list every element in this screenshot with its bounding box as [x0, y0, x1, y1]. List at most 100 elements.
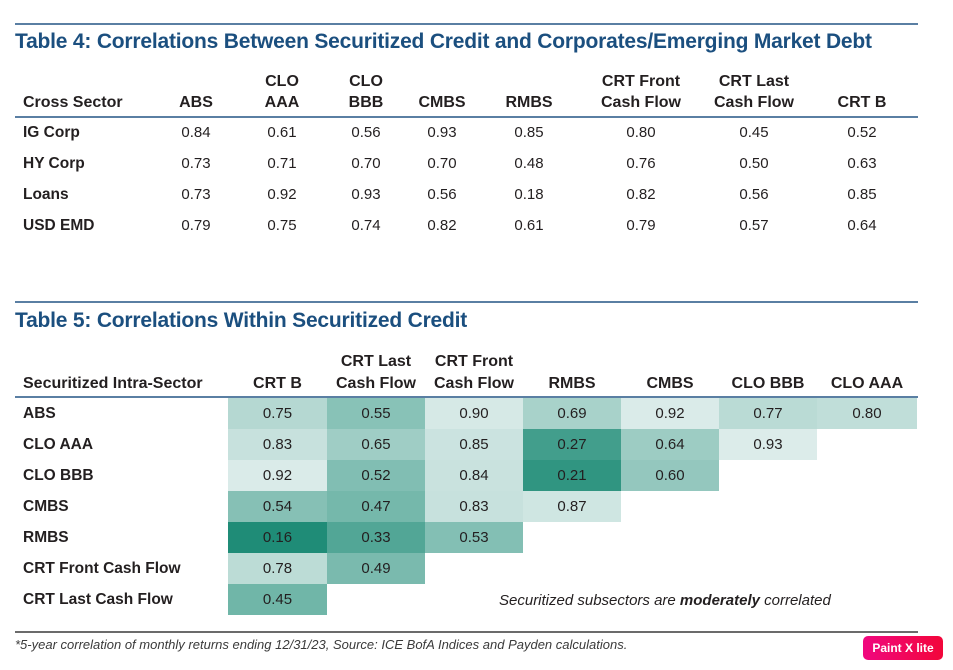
table4-cell: 0.48 [514, 155, 544, 172]
table4-header-rule [15, 116, 918, 118]
table4-title: Table 4: Correlations Between Securitize… [15, 30, 872, 53]
table4-cell: 0.70 [427, 155, 457, 172]
heatmap-cell: 0.78 [228, 553, 327, 584]
heatmap-cell: 0.21 [523, 460, 621, 491]
table5-header-rule [15, 396, 918, 398]
table4-col-header-line1: CRT Last [718, 73, 790, 90]
table5-row-label: RMBS [23, 529, 69, 546]
table4-cell: 0.92 [267, 186, 297, 203]
table5-row-label: CRT Last Cash Flow [23, 591, 173, 608]
table4-col-header: RMBS [505, 94, 553, 111]
table4-cell: 0.76 [626, 155, 656, 172]
annotation-text: Securitized subsectors are [499, 592, 680, 609]
table5-col-header: Cash Flow [335, 375, 416, 392]
table4-row-header: Cross Sector [23, 94, 123, 111]
table4-col-header-line1: CLO [349, 73, 383, 90]
table4-row-label: IG Corp [23, 124, 80, 141]
table4-cell: 0.80 [626, 124, 656, 141]
table4-cell: 0.64 [847, 217, 877, 234]
table4-cell: 0.79 [181, 217, 211, 234]
table5-col-header: Cash Flow [433, 375, 514, 392]
heatmap-cell: 0.92 [228, 460, 327, 491]
table4-cell: 0.71 [267, 155, 297, 172]
footer-rule [15, 631, 918, 633]
table4-cell: 0.56 [739, 186, 769, 203]
annotation-text-end: correlated [759, 592, 831, 609]
footnote: *5-year correlation of monthly returns e… [15, 637, 628, 652]
table5-row-label: CRT Front Cash Flow [23, 560, 181, 577]
table5-row-label: CMBS [23, 498, 69, 515]
table4-cell: 0.61 [267, 124, 297, 141]
heatmap-cell: 0.87 [523, 491, 621, 522]
table4-cell: 0.93 [427, 124, 457, 141]
heatmap-cell: 0.60 [621, 460, 719, 491]
table5-col-header: CLO BBB [731, 375, 805, 392]
table5-annotation: Securitized subsectors are moderately co… [499, 590, 831, 612]
table4-cell: 0.82 [626, 186, 656, 203]
table4-cell: 0.73 [181, 155, 211, 172]
table4-col-header: CRT B [837, 94, 887, 111]
table4-cell: 0.85 [847, 186, 877, 203]
table4-cell: 0.57 [739, 217, 769, 234]
table5-col-header: CRT B [253, 375, 302, 392]
table4-cell: 0.52 [847, 124, 877, 141]
table4-cell: 0.84 [181, 124, 211, 141]
table4-cell: 0.70 [351, 155, 381, 172]
table4-row-label: USD EMD [23, 217, 95, 234]
heatmap-cell: 0.53 [425, 522, 523, 553]
table4-row-label: Loans [23, 186, 69, 203]
heatmap-cell: 0.49 [327, 553, 425, 584]
table5-row-label: CLO BBB [23, 467, 94, 484]
table4-cell: 0.82 [427, 217, 457, 234]
table4-cell: 0.75 [267, 217, 297, 234]
table4-cell: 0.63 [847, 155, 877, 172]
table4-cell: 0.79 [626, 217, 656, 234]
heatmap-cell: 0.65 [327, 429, 425, 460]
table4-col-header-line1: CLO [265, 73, 299, 90]
heatmap-cell: 0.33 [327, 522, 425, 553]
table4-cell: 0.61 [514, 217, 544, 234]
annotation-emphasis: moderately [679, 592, 760, 609]
heatmap-cell: 0.75 [228, 398, 327, 429]
heatmap-cell: 0.16 [228, 522, 327, 553]
table4-col-header: ABS [179, 94, 213, 111]
table5-row-header: Securitized Intra-Sector [23, 375, 203, 392]
table4-row-label: HY Corp [23, 155, 85, 172]
heatmap-cell: 0.55 [327, 398, 425, 429]
table5-col-header: RMBS [548, 375, 596, 392]
table5-top-rule [15, 301, 918, 303]
table5-col-header: CLO AAA [830, 375, 904, 392]
heatmap-cell: 0.64 [621, 429, 719, 460]
table4-col-header: AAA [264, 94, 300, 111]
table5-row-label: CLO AAA [23, 436, 94, 453]
table5-col-header-line1: CRT Front [434, 353, 514, 370]
heatmap-cell: 0.52 [327, 460, 425, 491]
heatmap-cell: 0.27 [523, 429, 621, 460]
table5-row-label: ABS [23, 405, 56, 422]
table4-col-header: Cash Flow [713, 94, 794, 111]
table4-cell: 0.85 [514, 124, 544, 141]
heatmap-cell: 0.77 [719, 398, 817, 429]
heatmap-cell: 0.47 [327, 491, 425, 522]
heatmap-cell: 0.83 [228, 429, 327, 460]
table4-col-header: CMBS [418, 94, 466, 111]
table4-cell: 0.74 [351, 217, 381, 234]
table4-cell: 0.50 [739, 155, 769, 172]
table4-top-rule [15, 23, 918, 25]
paint-x-lite-watermark: Paint X lite [863, 636, 943, 660]
table5-col-header: CMBS [646, 375, 694, 392]
table5-col-header-line1: CRT Last [340, 353, 412, 370]
table4-cell: 0.73 [181, 186, 211, 203]
heatmap-cell: 0.90 [425, 398, 523, 429]
heatmap-cell: 0.80 [817, 398, 917, 429]
table4-cell: 0.56 [351, 124, 381, 141]
heatmap-cell: 0.69 [523, 398, 621, 429]
heatmap-cell: 0.83 [425, 491, 523, 522]
table4-col-header: BBB [348, 94, 384, 111]
table4-cell: 0.45 [739, 124, 769, 141]
table4-col-header-line1: CRT Front [601, 73, 681, 90]
table4-col-header: Cash Flow [600, 94, 681, 111]
heatmap-cell: 0.92 [621, 398, 719, 429]
heatmap-cell: 0.84 [425, 460, 523, 491]
heatmap-cell: 0.54 [228, 491, 327, 522]
